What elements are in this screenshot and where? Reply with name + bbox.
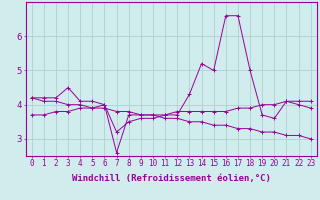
X-axis label: Windchill (Refroidissement éolien,°C): Windchill (Refroidissement éolien,°C) bbox=[72, 174, 271, 183]
